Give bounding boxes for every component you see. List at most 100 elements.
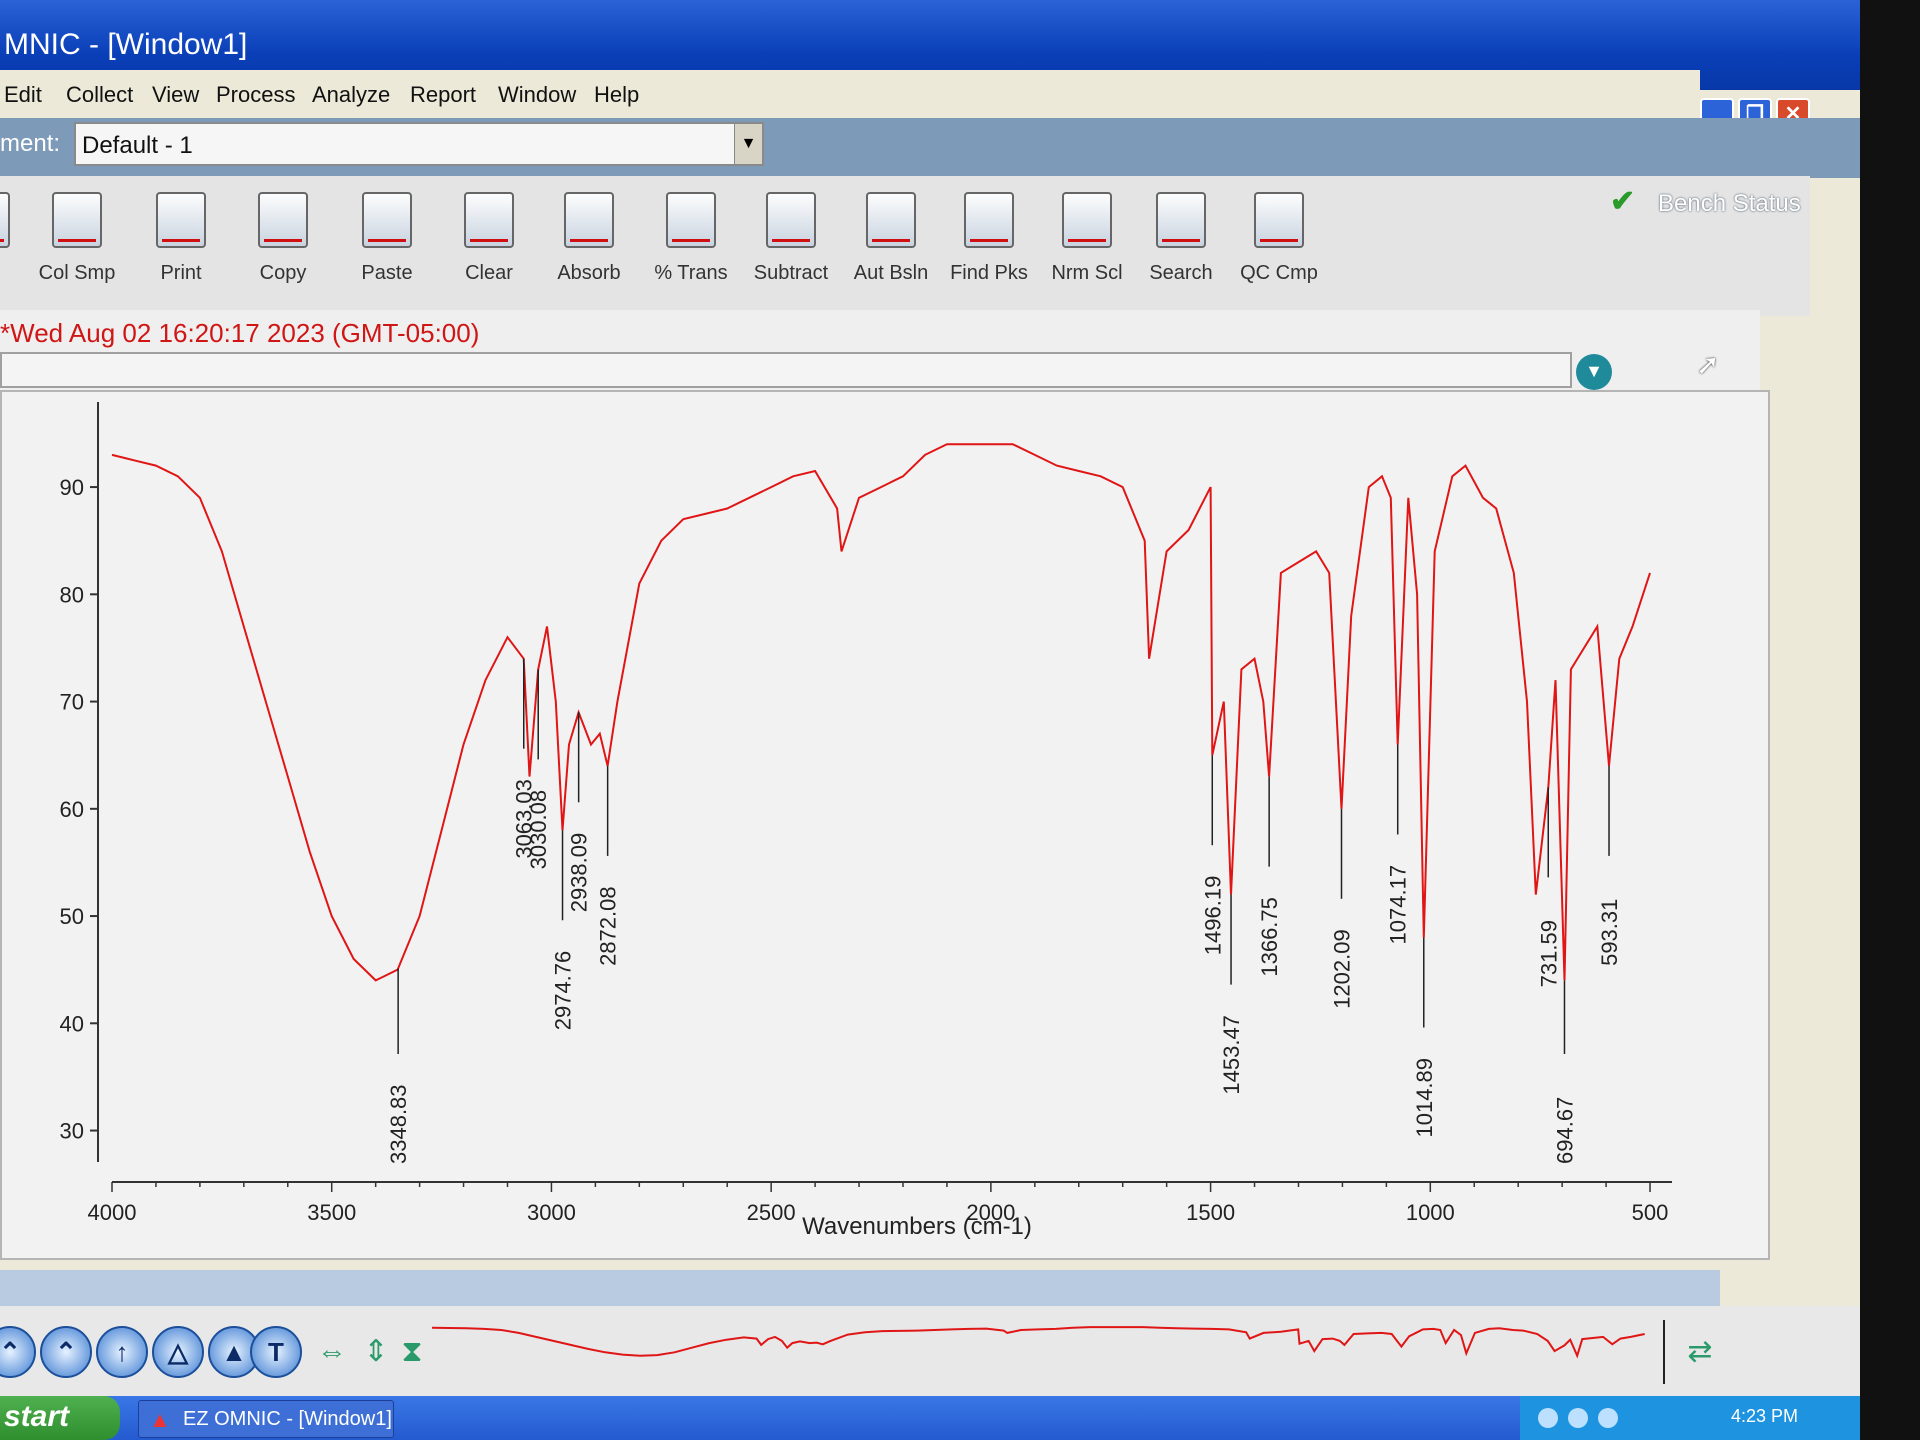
- toolbar-label: Find Pks: [950, 262, 1028, 284]
- clock: 4:23 PM: [1730, 1406, 1798, 1426]
- collect-sample-icon: [52, 192, 102, 248]
- toolbar-label: Nrm Scl: [1051, 262, 1123, 284]
- tray-icon[interactable]: [1538, 1408, 1558, 1428]
- toolbar-label: Print: [160, 262, 202, 284]
- spectrum-overview[interactable]: [428, 1316, 1668, 1388]
- x-tick-label: 4000: [88, 1200, 137, 1225]
- mouse-cursor-icon: ➚: [1696, 349, 1720, 380]
- paste-button[interactable]: Paste: [342, 186, 432, 306]
- start-button[interactable]: start: [0, 1396, 120, 1440]
- subtract-button[interactable]: Subtract: [746, 186, 836, 306]
- window-title: MNIC - [Window1]: [4, 28, 248, 61]
- checkmark-icon: ✔: [1610, 185, 1636, 218]
- swap-arrows-icon[interactable]: ⇄: [1687, 1335, 1713, 1368]
- taskbar: start ▲ EZ OMNIC - [Window1] 4:23 PM: [0, 1396, 1860, 1440]
- menu-analyze[interactable]: Analyze: [312, 82, 391, 107]
- chevron-down-icon[interactable]: ▼: [1576, 354, 1612, 390]
- experiment-value: Default - 1: [82, 132, 193, 159]
- peak-label: 1453.47: [1219, 1015, 1244, 1095]
- chevron-down-icon[interactable]: ▼: [734, 124, 762, 164]
- region-tool-icon[interactable]: △: [152, 1326, 204, 1378]
- full-scale-icon[interactable]: ⧗: [401, 1335, 423, 1368]
- toolbar-label: Clear: [465, 262, 513, 284]
- auto-baseline-button[interactable]: Aut Bsln: [846, 186, 936, 306]
- toolbar-partial-button[interactable]: g: [0, 186, 30, 306]
- find-peaks-button[interactable]: Find Pks: [944, 186, 1034, 306]
- tray-icon[interactable]: [1568, 1408, 1588, 1428]
- qc-compare-button[interactable]: QC Cmp: [1234, 186, 1324, 306]
- absorbance-icon: [564, 192, 614, 248]
- normalize-scale-button[interactable]: Nrm Scl: [1042, 186, 1132, 306]
- y-tick-label: 80: [60, 582, 84, 607]
- bench-status-label: Bench Status: [1658, 190, 1801, 217]
- x-axis-title: Wavenumbers (cm-1): [802, 1213, 1032, 1240]
- x-tick-label: 500: [1632, 1200, 1669, 1225]
- menu-view[interactable]: View: [152, 82, 200, 107]
- peak-label: 3063.03: [512, 779, 537, 859]
- y-tick-label: 60: [60, 797, 84, 822]
- peak-tool-icon[interactable]: ⌃: [0, 1326, 36, 1378]
- toolbar-label: Absorb: [557, 262, 621, 284]
- print-button[interactable]: Print: [136, 186, 226, 306]
- expand-vertical-icon[interactable]: ⇕: [363, 1335, 389, 1368]
- toolbar-label: Aut Bsln: [853, 262, 929, 284]
- transmittance-icon: [666, 192, 716, 248]
- monitor-bezel: [1860, 0, 1920, 1440]
- peak-label: 2974.76: [551, 951, 576, 1031]
- normalize-scale-icon: [1062, 192, 1112, 248]
- spectrum-scroll-strip[interactable]: [0, 1270, 1720, 1306]
- omnic-app-icon: ▲: [149, 1407, 171, 1432]
- x-tick-label: 1000: [1406, 1200, 1455, 1225]
- toolbar-label: Col Smp: [38, 262, 116, 284]
- toolbar-label: Search: [1149, 262, 1213, 284]
- peak-label-tool-icon[interactable]: ↑: [96, 1326, 148, 1378]
- spectrum-bar: *Wed Aug 02 16:20:17 2023 (GMT-05:00) ▼ …: [0, 310, 1760, 390]
- experiment-bar: ment: Default - 1 ▼ _❐✕: [0, 118, 1860, 288]
- toolbar-label: Subtract: [753, 262, 829, 284]
- y-tick-label: 50: [60, 904, 84, 929]
- y-tick-label: 30: [60, 1119, 84, 1144]
- expand-horizontal-icon[interactable]: ⇔: [317, 1335, 347, 1368]
- display-tools-bar: ⌃ ⌃ ↑ △ ▲ T ⇔ ⇕ ⧗ ⇄: [0, 1306, 1860, 1396]
- menu-report[interactable]: Report: [410, 82, 477, 107]
- menu-collect[interactable]: Collect: [66, 82, 134, 107]
- transmittance-button[interactable]: % Trans: [646, 186, 736, 306]
- peak-label: 3348.83: [386, 1084, 411, 1164]
- spectrum-line: [111, 443, 1651, 982]
- clear-button[interactable]: Clear: [444, 186, 534, 306]
- y-tick-label: 90: [60, 475, 84, 500]
- menu-edit[interactable]: Edit: [4, 82, 42, 107]
- printer-icon: [156, 192, 206, 248]
- experiment-select[interactable]: Default - 1 ▼: [74, 122, 764, 166]
- spectrum-select[interactable]: [0, 352, 1572, 388]
- peak-label: 1366.75: [1257, 897, 1282, 977]
- taskbar-item-label: EZ OMNIC - [Window1]: [183, 1408, 392, 1430]
- toolbar-label: Paste: [361, 262, 413, 284]
- peak-label: 1496.19: [1200, 876, 1225, 956]
- toolbar: g Col Smp Print Copy Paste Clear Absorb: [0, 176, 1810, 316]
- y-axis: 30 40 50 60 70 80 90: [60, 402, 99, 1162]
- absorbance-button[interactable]: Absorb: [544, 186, 634, 306]
- toolbar-label: % Trans: [654, 262, 728, 284]
- text-tool-icon[interactable]: T: [250, 1326, 302, 1378]
- qc-compare-icon: [1254, 192, 1304, 248]
- menu-process[interactable]: Process: [216, 82, 296, 107]
- search-icon: [1156, 192, 1206, 248]
- spectrum-chart: 30 40 50 60 70 80 90 4000 3500 3000 2500 2000 1500 1…: [60, 402, 1672, 1240]
- peak-height-tool-icon[interactable]: ⌃: [40, 1326, 92, 1378]
- menu-help[interactable]: Help: [594, 82, 640, 107]
- x-tick-label: 2500: [747, 1200, 796, 1225]
- peak-label: 731.59: [1536, 920, 1561, 987]
- toolbar-label: QC Cmp: [1240, 262, 1318, 284]
- menu-window[interactable]: Window: [498, 82, 577, 107]
- peak-label: 593.31: [1597, 899, 1622, 966]
- menu-bar: Edit Collect View Process Analyze Report…: [0, 70, 1700, 120]
- collect-sample-button[interactable]: Col Smp: [32, 186, 122, 306]
- spectrum-plot[interactable]: 30 40 50 60 70 80 90 4000 3500 3000 2500 2000 1500 1…: [0, 390, 1770, 1260]
- tray-icon[interactable]: [1598, 1408, 1618, 1428]
- experiment-label: ment:: [0, 130, 61, 157]
- taskbar-item-omnic[interactable]: ▲ EZ OMNIC - [Window1]: [138, 1400, 394, 1438]
- y-tick-label: 70: [60, 690, 84, 715]
- copy-button[interactable]: Copy: [238, 186, 328, 306]
- search-button[interactable]: Search: [1136, 186, 1226, 306]
